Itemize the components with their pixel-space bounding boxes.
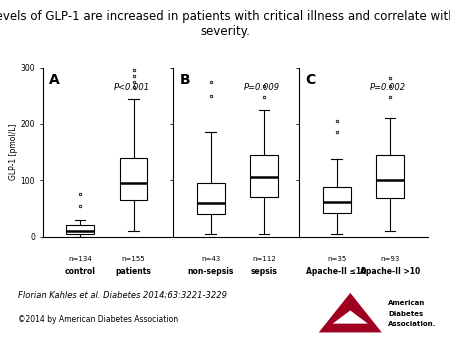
Text: American: American (388, 300, 425, 306)
Text: Plasma levels of GLP-1 are increased in patients with critical illness and corre: Plasma levels of GLP-1 are increased in … (0, 10, 450, 38)
FancyBboxPatch shape (250, 155, 278, 197)
Text: n=93: n=93 (380, 256, 400, 262)
Text: n=112: n=112 (252, 256, 276, 262)
Text: non-sepsis: non-sepsis (188, 267, 234, 276)
Text: P<0.001: P<0.001 (113, 83, 149, 92)
Text: control: control (65, 267, 95, 276)
Y-axis label: GLP-1 [pmol/L]: GLP-1 [pmol/L] (9, 124, 18, 180)
Text: B: B (180, 73, 190, 87)
FancyBboxPatch shape (66, 225, 94, 234)
Polygon shape (319, 293, 382, 333)
Text: P=0.009: P=0.009 (244, 83, 280, 92)
Text: Florian Kahles et al. Diabetes 2014;63:3221-3229: Florian Kahles et al. Diabetes 2014;63:3… (18, 290, 227, 299)
Text: Diabetes: Diabetes (388, 311, 423, 316)
Text: ©2014 by American Diabetes Association: ©2014 by American Diabetes Association (18, 315, 178, 324)
Text: n=155: n=155 (122, 256, 145, 262)
Polygon shape (333, 310, 368, 324)
Text: patients: patients (116, 267, 152, 276)
Text: sepsis: sepsis (251, 267, 278, 276)
Text: A: A (49, 73, 60, 87)
Text: Apache-II >10: Apache-II >10 (360, 267, 420, 276)
FancyBboxPatch shape (323, 187, 351, 213)
Text: Apache-II ≤10: Apache-II ≤10 (306, 267, 367, 276)
Text: Association.: Association. (388, 321, 436, 327)
Text: n=134: n=134 (68, 256, 92, 262)
Text: n=43: n=43 (201, 256, 220, 262)
Text: P=0.002: P=0.002 (370, 83, 406, 92)
Text: C: C (306, 73, 316, 87)
Text: n=35: n=35 (327, 256, 346, 262)
FancyBboxPatch shape (376, 155, 404, 198)
FancyBboxPatch shape (197, 183, 225, 214)
FancyBboxPatch shape (120, 158, 148, 200)
